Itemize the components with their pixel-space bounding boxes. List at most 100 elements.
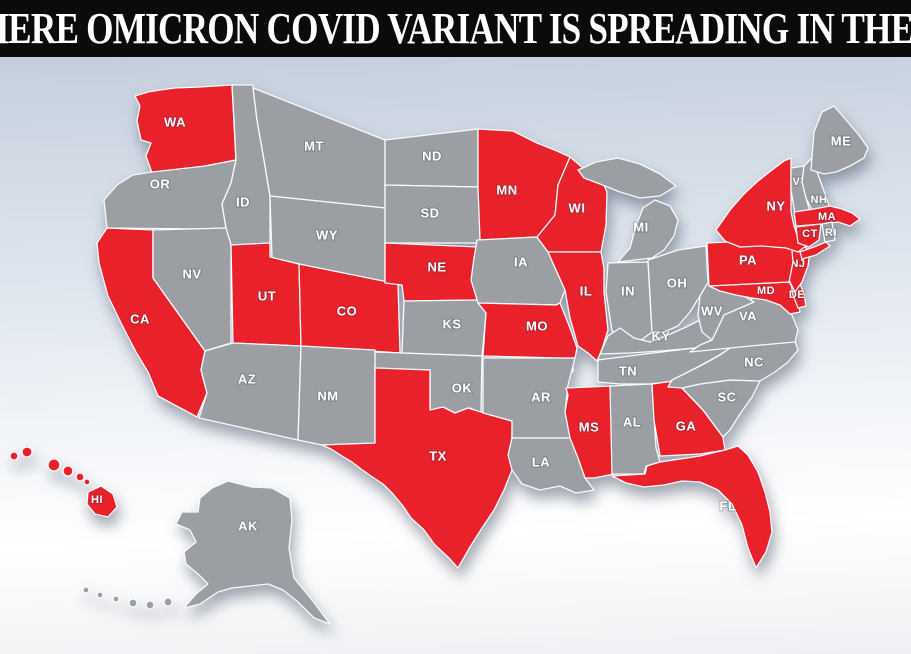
state-label-mt: MT (304, 138, 324, 153)
state-island-ak (145, 600, 155, 610)
state-ok: OK (374, 351, 483, 415)
state-oh: OH (647, 245, 709, 333)
state-label-fl: FL (720, 498, 737, 513)
state-shape-tx (321, 367, 513, 569)
state-island-ak (112, 595, 120, 603)
state-md: MD (708, 281, 801, 315)
state-label-de: DE (789, 289, 805, 301)
state-label-nc: NC (744, 354, 764, 369)
state-shape-ak (175, 480, 331, 625)
state-co: CO (298, 263, 401, 354)
state-ri: RI (821, 221, 838, 243)
state-nd: ND (384, 128, 479, 188)
state-ms: MS (564, 385, 615, 479)
state-label-az: AZ (238, 371, 256, 386)
state-label-ca: CA (130, 311, 150, 326)
state-shape-ct (795, 223, 822, 248)
state-label-nm: NM (317, 388, 338, 403)
state-island-ak (163, 597, 173, 607)
state-label-ar: AR (531, 389, 551, 404)
state-shape-ny (799, 241, 831, 260)
state-or: OR (103, 159, 237, 230)
page-title: WHERE OMICRON COVID VARIANT IS SPREADING… (0, 3, 911, 53)
state-tx: TX (321, 367, 513, 569)
state-ak: AK (82, 480, 331, 625)
state-ma: MA (793, 205, 861, 227)
state-label-va: VA (739, 308, 757, 323)
state-label-al: AL (623, 414, 641, 429)
state-wa: WA (134, 84, 237, 174)
state-la: LA (507, 437, 595, 494)
state-label-ut: UT (258, 288, 276, 303)
state-shape-hi (86, 485, 118, 518)
state-shape-mi (617, 199, 679, 263)
state-label-nv: NV (182, 266, 201, 281)
state-island-hi (21, 446, 33, 458)
state-label-in: IN (621, 283, 635, 298)
headline-bar: WHERE OMICRON COVID VARIANT IS SPREADING… (0, 0, 911, 57)
state-sd: SD (384, 184, 482, 244)
state-label-ct: CT (802, 228, 818, 240)
state-island-hi (47, 458, 61, 472)
state-shape-or (103, 159, 237, 230)
state-label-wa: WA (164, 114, 186, 129)
state-label-mo: MO (526, 318, 548, 333)
state-label-sc: SC (717, 389, 736, 404)
state-label-ks: KS (442, 316, 461, 331)
state-label-nd: ND (422, 148, 442, 163)
state-label-hi: HI (91, 494, 103, 506)
state-ks: KS (401, 299, 487, 357)
state-label-nh: NH (811, 194, 828, 206)
state-shape-ky (599, 319, 713, 355)
state-shape-mi (577, 157, 677, 199)
state-island-hi (62, 465, 74, 477)
state-label-md: MD (757, 285, 775, 297)
state-ny: NY (715, 157, 831, 260)
state-mi: MI (577, 157, 679, 263)
state-island-ak (96, 591, 104, 599)
state-me: ME (810, 105, 869, 175)
state-label-ga: GA (676, 418, 697, 433)
state-hi: HI (9, 446, 118, 518)
state-shape-nc (667, 340, 799, 389)
state-label-ms: MS (579, 419, 600, 434)
state-shape-me (810, 105, 869, 175)
state-label-ri: RI (825, 227, 837, 239)
state-label-or: OR (150, 176, 171, 191)
state-in: IN (605, 261, 653, 342)
state-fl: FL (611, 445, 773, 569)
state-island-hi (9, 451, 19, 461)
state-label-ia: IA (514, 254, 528, 269)
state-nv: NV (152, 227, 232, 352)
state-label-pa: PA (739, 252, 757, 267)
state-shape-ny (715, 157, 807, 253)
state-ne: NE (384, 242, 485, 302)
state-label-tx: TX (429, 448, 447, 463)
state-az: AZ (198, 342, 302, 441)
state-label-nj: NJ (790, 258, 805, 270)
state-il: IL (547, 251, 609, 362)
state-shape-fl (611, 445, 773, 569)
state-label-il: IL (580, 283, 593, 298)
state-mo: MO (477, 302, 578, 373)
state-label-co: CO (337, 303, 358, 318)
state-island-hi (83, 478, 91, 486)
state-label-ny: NY (766, 198, 785, 213)
state-wy: WY (269, 195, 386, 284)
state-label-tn: TN (619, 363, 637, 378)
state-shape-az (198, 342, 302, 441)
state-label-mn: MN (496, 182, 517, 197)
state-pa: PA (706, 238, 794, 287)
state-shape-in (605, 261, 653, 342)
state-label-wv: WV (701, 303, 723, 318)
state-label-ak: AK (238, 518, 258, 533)
state-island-ak (128, 598, 138, 608)
state-shape-il (547, 251, 609, 362)
state-label-ma: MA (818, 211, 836, 223)
state-label-ne: NE (427, 259, 446, 274)
state-label-me: ME (831, 133, 852, 148)
state-mt: MT (252, 87, 386, 209)
state-nh: NH (801, 157, 831, 215)
